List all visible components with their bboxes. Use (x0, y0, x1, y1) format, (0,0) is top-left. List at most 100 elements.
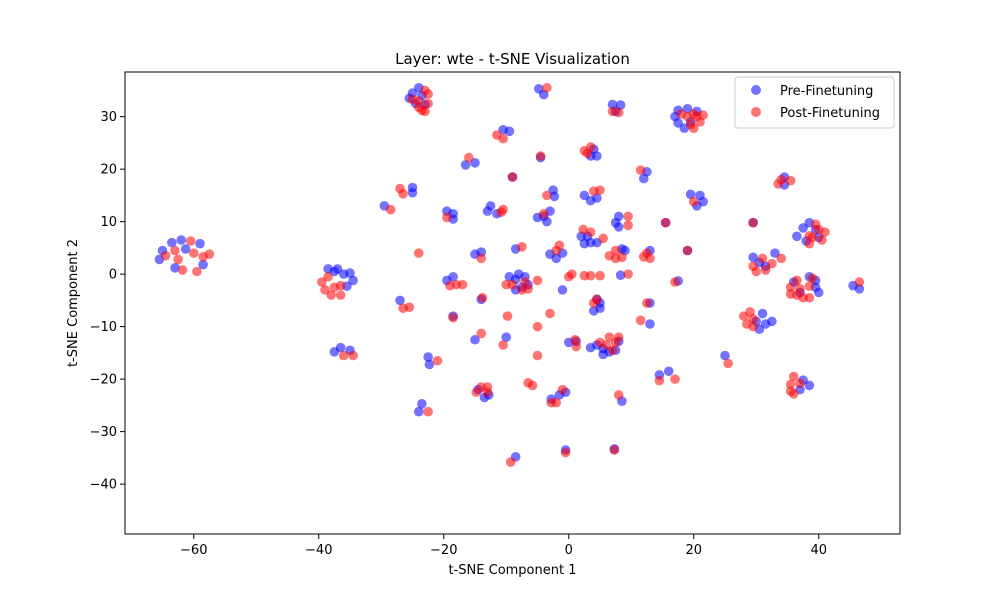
point-post-finetuning (477, 292, 488, 303)
x-tick-label: 40 (810, 543, 827, 558)
point-pre-finetuning (645, 319, 655, 329)
point-pre-finetuning (813, 287, 824, 298)
point-post-finetuning (635, 165, 646, 175)
point-post-finetuning (204, 249, 215, 259)
point-post-finetuning (601, 340, 612, 350)
point-pre-finetuning (542, 216, 552, 227)
point-post-finetuning (420, 85, 430, 96)
plot-frame (124, 71, 901, 535)
point-post-finetuning (578, 224, 588, 235)
point-post-finetuning (623, 220, 633, 231)
y-tick-label: −10 (90, 320, 117, 335)
point-post-finetuning (807, 232, 818, 243)
point-post-finetuning (554, 240, 565, 251)
point-post-finetuning (385, 204, 396, 215)
points-layer (154, 82, 865, 467)
point-post-finetuning (463, 152, 474, 163)
point-post-finetuning (420, 106, 430, 117)
point-post-finetuning (170, 245, 180, 256)
point-pre-finetuning (413, 406, 424, 417)
point-post-finetuning (335, 280, 346, 291)
point-post-finetuning (192, 266, 202, 277)
legend-marker-post-finetuning (751, 107, 761, 117)
point-post-finetuning (476, 253, 487, 264)
point-post-finetuning (645, 253, 655, 264)
point-post-finetuning (817, 235, 827, 245)
point-post-finetuning (173, 254, 183, 265)
point-pre-finetuning (663, 366, 674, 377)
x-tick-label: −20 (430, 543, 457, 558)
point-post-finetuning (792, 275, 802, 286)
chart-title: Layer: wte - t-SNE Visualization (395, 50, 630, 68)
legend-label-post-finetuning: Post-Finetuning (780, 106, 880, 121)
y-axis: −40 −30 −20 −10 0 10 20 30 (90, 110, 125, 493)
point-post-finetuning (792, 290, 802, 300)
plot-area (154, 82, 865, 467)
point-post-finetuning (571, 341, 582, 352)
legend-label-pre-finetuning: Pre-Finetuning (780, 84, 873, 99)
y-tick-label: 30 (100, 110, 117, 125)
point-post-finetuning (507, 279, 518, 290)
point-pre-finetuning (345, 268, 355, 278)
point-post-finetuning (635, 315, 646, 326)
point-post-finetuning (326, 290, 337, 300)
point-post-finetuning (542, 190, 552, 201)
legend: Pre-Finetuning Post-Finetuning (734, 76, 895, 129)
point-post-finetuning (788, 389, 799, 399)
point-post-finetuning (160, 250, 171, 261)
point-post-finetuning (442, 212, 452, 223)
point-post-finetuning (545, 308, 555, 319)
point-pre-finetuning (854, 284, 865, 294)
point-post-finetuning (579, 270, 590, 281)
point-post-finetuning (348, 350, 358, 361)
point-post-finetuning (654, 375, 665, 386)
point-pre-finetuning (588, 306, 599, 316)
point-post-finetuning (498, 340, 508, 350)
point-post-finetuning (698, 110, 708, 120)
point-post-finetuning (854, 277, 865, 287)
point-post-finetuning (476, 328, 487, 339)
point-post-finetuning (785, 175, 796, 186)
point-post-finetuning (757, 253, 768, 264)
point-post-finetuning (432, 355, 443, 366)
point-pre-finetuning (613, 222, 624, 232)
point-post-finetuning (423, 406, 433, 417)
point-post-finetuning (398, 189, 408, 199)
point-pre-finetuning (424, 359, 435, 370)
point-pre-finetuning (579, 190, 590, 201)
point-post-finetuning (613, 107, 624, 118)
x-tick-label: −40 (305, 543, 332, 558)
x-axis: −60 −40 −20 0 20 40 (180, 534, 827, 558)
x-axis-label: t-SNE Component 1 (449, 563, 577, 578)
point-post-finetuning (323, 271, 333, 282)
point-pre-finetuning (767, 316, 777, 327)
point-pre-finetuning (417, 399, 427, 409)
point-pre-finetuning (348, 275, 358, 286)
point-post-finetuning (560, 447, 571, 458)
point-pre-finetuning (757, 308, 768, 319)
point-pre-finetuning (615, 100, 626, 110)
point-post-finetuning (688, 196, 699, 207)
point-pre-finetuning (335, 342, 346, 353)
point-post-finetuning (542, 82, 552, 93)
point-pre-finetuning (579, 238, 590, 249)
y-tick-label: −20 (90, 373, 117, 388)
point-post-finetuning (585, 227, 596, 237)
point-post-finetuning (785, 282, 796, 293)
point-post-finetuning (546, 397, 557, 408)
point-post-finetuning (820, 227, 830, 237)
legend-frame (734, 76, 895, 129)
point-post-finetuning (748, 321, 758, 332)
point-pre-finetuning (407, 187, 418, 198)
point-post-finetuning (535, 151, 546, 161)
point-pre-finetuning (198, 259, 208, 270)
point-pre-finetuning (557, 285, 568, 295)
point-post-finetuning (610, 245, 621, 256)
y-tick-label: −30 (90, 425, 117, 440)
point-post-finetuning (423, 98, 433, 109)
point-post-finetuning (557, 384, 568, 395)
point-pre-finetuning (395, 295, 405, 306)
point-post-finetuning (688, 123, 699, 133)
point-post-finetuning (767, 258, 777, 269)
